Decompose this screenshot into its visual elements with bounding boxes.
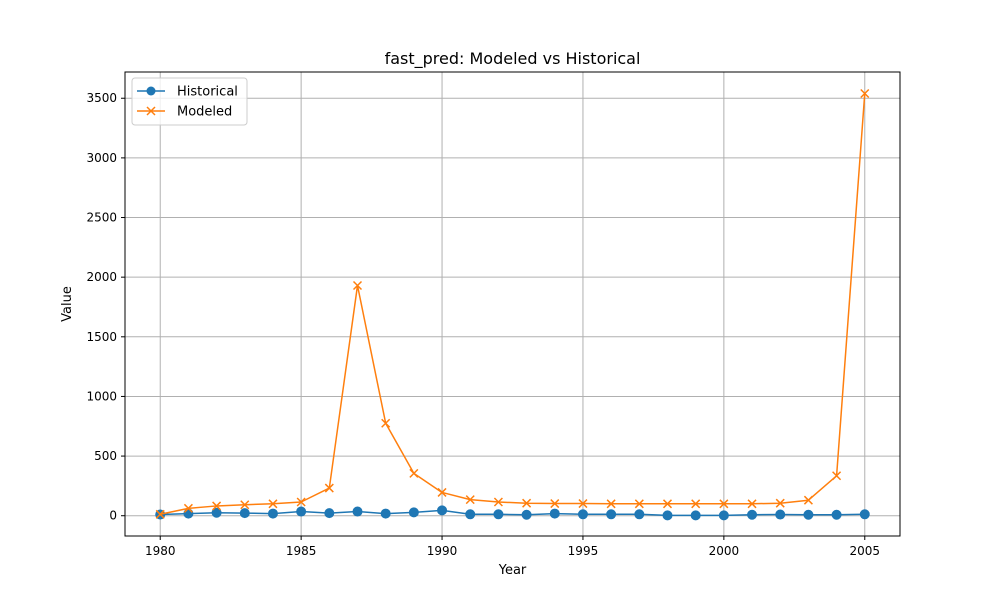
data-point-historical	[718, 510, 729, 521]
data-point-modeled	[522, 498, 532, 508]
data-point-historical	[634, 509, 645, 520]
data-point-modeled	[155, 509, 165, 519]
data-point-historical	[690, 510, 701, 521]
legend-label-modeled: Modeled	[177, 105, 232, 120]
data-point-historical	[803, 509, 814, 520]
legend: Historical Modeled	[131, 77, 248, 126]
y-tick-label: 500	[94, 449, 117, 463]
series-line-modeled	[160, 93, 866, 516]
data-point-historical	[352, 506, 363, 517]
data-point-historical	[267, 508, 278, 519]
data-point-historical	[775, 509, 786, 520]
series-layer	[155, 88, 870, 521]
data-point-modeled	[324, 483, 334, 493]
data-point-historical	[662, 510, 673, 521]
data-point-modeled	[352, 280, 363, 291]
legend-marker-modeled	[146, 106, 156, 116]
data-point-modeled	[860, 88, 870, 99]
data-point-modeled	[634, 499, 644, 509]
axis-ticks: 1980 1985 1990 1995 2000 2005 0 500 1000 1500 2000…	[86, 91, 880, 558]
data-point-historical	[493, 509, 504, 520]
data-point-modeled	[662, 499, 673, 509]
y-tick-label: 2500	[86, 211, 117, 225]
data-point-historical	[606, 509, 617, 520]
data-point-modeled	[183, 503, 193, 513]
y-tick-label: 3500	[86, 91, 117, 105]
data-point-historical	[437, 505, 448, 516]
x-tick-label: 1980	[145, 544, 176, 558]
data-point-modeled	[437, 487, 447, 497]
data-point-modeled	[606, 499, 616, 509]
chart-title: fast_pred: Modeled vs Historical	[385, 49, 641, 69]
data-point-historical	[521, 509, 532, 520]
data-point-modeled	[409, 468, 419, 478]
x-tick-label: 2005	[849, 544, 880, 558]
y-tick-label: 1000	[86, 389, 117, 403]
data-point-historical	[380, 508, 391, 519]
x-tick-label: 1985	[286, 544, 317, 558]
data-point-historical	[324, 508, 335, 519]
data-point-modeled	[747, 499, 757, 509]
grid-lines	[125, 72, 900, 536]
data-point-modeled	[240, 500, 250, 510]
data-point-modeled	[578, 499, 588, 509]
data-point-historical	[577, 509, 588, 520]
data-point-historical	[465, 509, 476, 520]
x-axis-label: Year	[498, 563, 527, 578]
data-point-historical	[408, 507, 419, 518]
data-point-modeled	[775, 498, 785, 508]
data-point-modeled	[212, 501, 222, 511]
y-tick-label: 0	[109, 509, 117, 523]
data-point-modeled	[465, 495, 475, 505]
y-tick-label: 2000	[86, 270, 117, 284]
y-axis-label: Value	[60, 286, 75, 322]
data-point-modeled	[381, 418, 391, 428]
data-point-modeled	[296, 497, 306, 507]
legend-box	[131, 77, 248, 126]
data-point-historical	[239, 508, 250, 519]
data-point-modeled	[550, 499, 560, 509]
legend-marker-historical	[146, 86, 156, 96]
data-point-historical	[549, 508, 560, 519]
plot-frame	[124, 71, 901, 537]
y-tick-label: 3000	[86, 151, 117, 165]
data-point-historical	[859, 509, 870, 520]
legend-label-historical: Historical	[177, 85, 238, 100]
x-tick-label: 2000	[709, 544, 740, 558]
data-point-modeled	[493, 497, 503, 507]
y-tick-label: 1500	[86, 330, 117, 344]
data-point-historical	[296, 506, 307, 517]
data-point-modeled	[832, 471, 842, 481]
data-point-modeled	[803, 495, 813, 505]
data-point-historical	[211, 507, 222, 518]
data-point-historical	[747, 509, 758, 520]
x-tick-label: 1995	[568, 544, 599, 558]
x-tick-label: 1990	[427, 544, 458, 558]
data-point-modeled	[268, 499, 278, 509]
data-point-modeled	[719, 499, 729, 509]
data-point-modeled	[691, 499, 701, 509]
data-point-historical	[831, 509, 842, 520]
